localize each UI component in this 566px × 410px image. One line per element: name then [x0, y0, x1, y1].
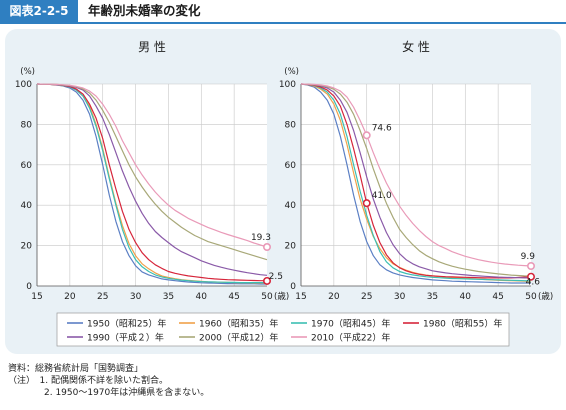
male-x-tick-label-50: 50 [261, 292, 273, 302]
male-y-tick-label-20: 20 [21, 242, 33, 252]
male-x-tick-label-35: 35 [163, 292, 174, 302]
female-y-unit: (%) [284, 67, 299, 77]
male-annotation-marker-1 [262, 276, 271, 285]
legend-label-0: 1950（昭和25）年 [87, 318, 166, 330]
legend-label-6: 2010（平成22）年 [311, 332, 390, 344]
male-plot-area [37, 84, 267, 286]
female-annotation-label-3: 4.6 [526, 278, 541, 288]
note-line-1: （注） 1. 配偶関係不詳を除いた割合。 [8, 376, 168, 386]
male-series-line-2 [36, 83, 267, 284]
source-notes: 資料：総務省統計局「国勢調査」 （注） 1. 配偶関係不詳を除いた割合。 2. … [8, 363, 558, 399]
legend-label-3: 1980（昭和55）年 [423, 318, 502, 330]
female-y-tick-label-20: 20 [285, 242, 297, 252]
figure-number-badge: 図表2-2-5 [0, 0, 78, 22]
female-x-tick-label-15: 15 [295, 292, 306, 302]
female-y-tick-label-80: 80 [285, 120, 297, 130]
female-y-tick-label-40: 40 [285, 201, 297, 211]
female-x-unit: (歳) [538, 291, 553, 302]
female-annotation-marker-2 [526, 262, 535, 271]
figure-header: 図表2-2-5 年齢別未婚率の変化 [0, 0, 566, 24]
male-x-tick-label-45: 45 [228, 292, 239, 302]
female-x-tick-label-35: 35 [427, 292, 438, 302]
female-x-tick-label-30: 30 [394, 292, 406, 302]
female-series-line-0 [300, 83, 531, 284]
female-series-line-4 [300, 83, 531, 279]
figure-title: 年齢別未婚率の変化 [88, 3, 201, 18]
female-y-tick-label-100: 100 [279, 80, 296, 90]
male-x-unit: (歳) [274, 291, 289, 302]
male-x-tick-label-40: 40 [196, 292, 208, 302]
female-y-tick-label-60: 60 [285, 161, 297, 171]
male-x-tick-label-30: 30 [130, 292, 142, 302]
chart-panel: 男 性 (%) 0 20 40 60 80 100 15 20 25 30 35 40 45 50 (歳) 19.… [5, 29, 561, 354]
male-x-tick-label-20: 20 [64, 292, 76, 302]
legend-box [56, 312, 510, 347]
female-annotation-marker-3 [526, 272, 535, 281]
male-annotation-marker-0 [262, 243, 271, 252]
female-annotation-marker-0 [362, 131, 371, 140]
legend-label-4: 1990（平成２）年 [87, 332, 164, 344]
female-x-tick-label-50: 50 [525, 292, 537, 302]
male-y-unit: (%) [20, 67, 35, 77]
male-series-line-6 [36, 83, 268, 248]
female-annotation-label-0: 74.6 [372, 123, 392, 133]
male-y-tick-label-40: 40 [21, 201, 33, 211]
male-chart-title: 男 性 [138, 40, 166, 54]
female-annotation-marker-1 [362, 199, 371, 208]
male-x-tick-label-15: 15 [31, 292, 42, 302]
male-y-tick-label-80: 80 [21, 120, 33, 130]
header-rule [0, 22, 566, 24]
legend-label-5: 2000（平成12）年 [199, 332, 278, 344]
male-series-line-0 [36, 83, 267, 285]
female-series-line-5 [300, 83, 532, 277]
source-line: 資料：総務省統計局「国勢調査」 [8, 364, 144, 374]
female-chart-title: 女 性 [402, 39, 430, 54]
female-x-tick-label-25: 25 [361, 292, 372, 302]
legend-label-1: 1960（昭和35）年 [199, 318, 278, 330]
legend-label-2: 1970（昭和45）年 [311, 318, 390, 330]
male-y-tick-label-0: 0 [26, 282, 32, 292]
male-y-tick-label-60: 60 [21, 161, 33, 171]
male-annotation-label-0: 19.3 [251, 233, 271, 243]
female-plot-area [301, 84, 531, 286]
female-series-line-6 [300, 83, 532, 267]
female-annotation-label-1: 41.0 [372, 191, 392, 201]
female-y-tick-label-0: 0 [290, 282, 296, 292]
male-series-line-3 [36, 83, 267, 282]
note-line-2: 2. 1950～1970年は沖縄県を含まない。 [8, 388, 210, 398]
male-y-tick-label-100: 100 [15, 80, 32, 90]
female-series-line-3 [300, 83, 532, 279]
female-annotation-label-2: 9.9 [521, 252, 536, 262]
female-x-tick-label-40: 40 [460, 292, 472, 302]
female-x-tick-label-45: 45 [492, 292, 503, 302]
female-x-tick-label-20: 20 [328, 292, 340, 302]
male-annotation-label-1: 2.5 [269, 272, 283, 282]
male-x-tick-label-25: 25 [97, 292, 108, 302]
female-series-line-2 [300, 83, 532, 282]
